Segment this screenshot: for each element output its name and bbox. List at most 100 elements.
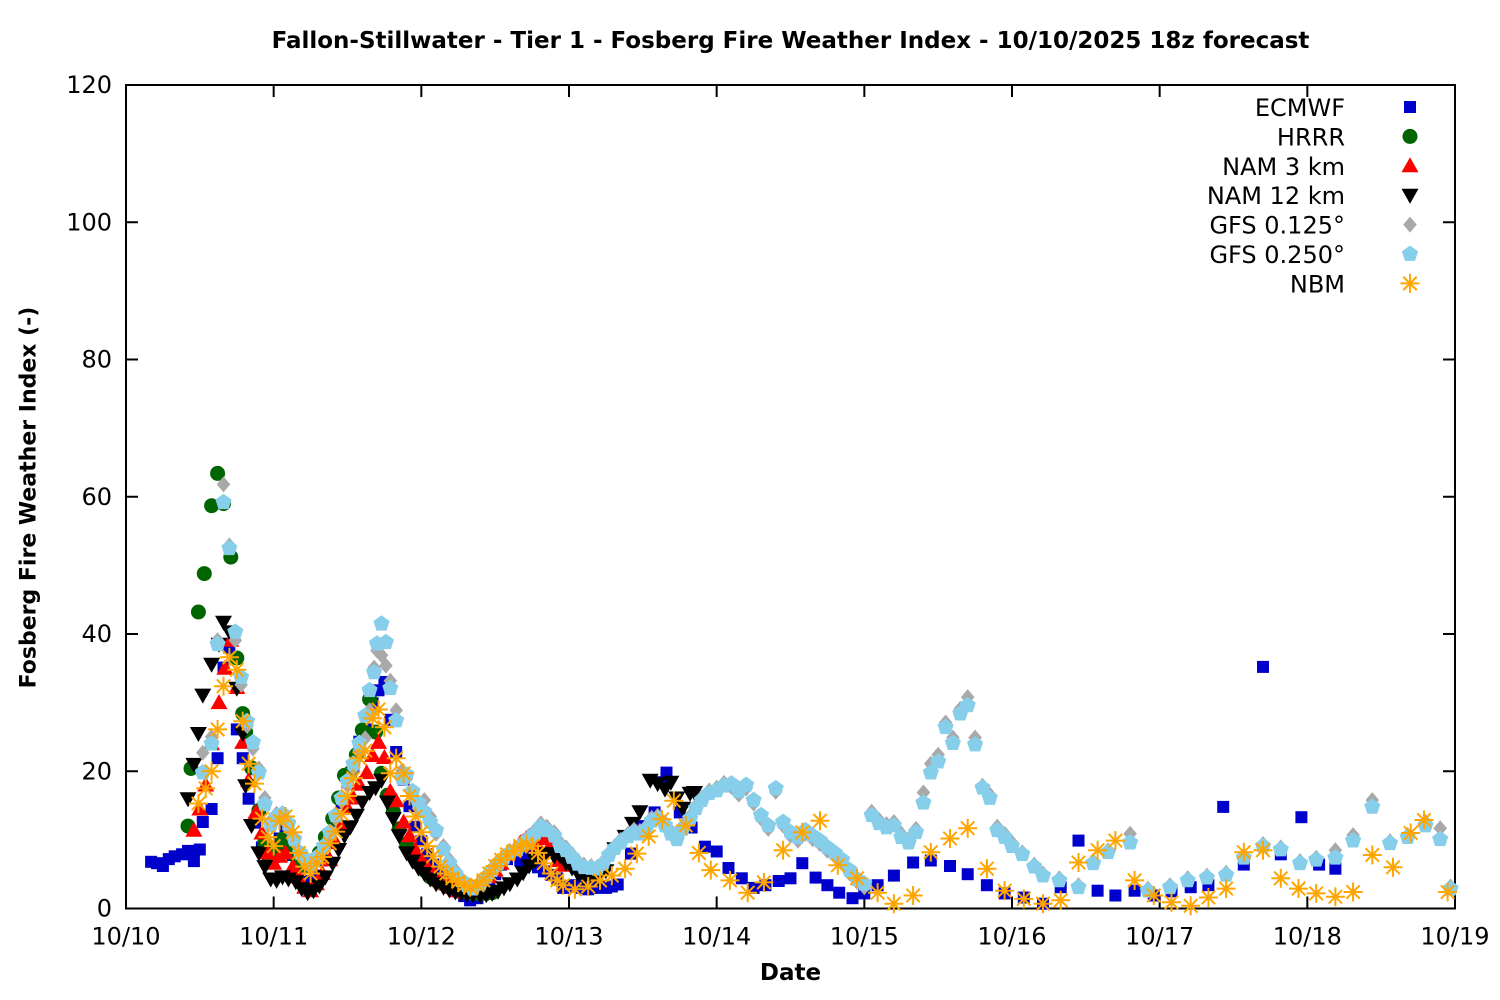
x-tick-label: 10/15 — [830, 923, 899, 951]
y-tick-label: 40 — [81, 620, 112, 648]
data-point — [378, 795, 396, 811]
data-point — [772, 875, 785, 887]
data-point — [903, 886, 923, 905]
x-tick-label: 10/19 — [1420, 923, 1489, 951]
tick-labels: 10/10 10/11 10/12 10/13 10/14 10/15 10/16 10/17… — [66, 71, 1489, 951]
data-point — [995, 881, 1015, 901]
data-point — [277, 844, 294, 860]
data-point — [185, 757, 203, 773]
data-point — [676, 816, 696, 835]
data-point — [944, 734, 961, 750]
data-point — [185, 821, 203, 837]
data-point — [324, 856, 342, 872]
data-point — [381, 782, 399, 798]
data-point — [379, 657, 393, 674]
data-point — [256, 795, 273, 812]
data-point — [373, 615, 390, 631]
data-point — [374, 717, 394, 737]
data-point — [387, 792, 405, 808]
data-point — [221, 539, 238, 556]
data-point — [1414, 810, 1434, 830]
data-point — [1257, 660, 1269, 673]
data-point — [310, 879, 328, 895]
data-point — [1253, 840, 1273, 860]
data-point — [1295, 811, 1308, 824]
data-point — [767, 779, 784, 796]
data-point — [250, 846, 268, 862]
data-point — [578, 877, 598, 896]
data-point — [1291, 854, 1309, 871]
legend-entry-gfs-0-250: GFS 0.250° — [1209, 241, 1419, 269]
data-point — [1123, 825, 1137, 842]
data-point — [1218, 866, 1235, 882]
data-point — [565, 879, 585, 899]
data-point — [209, 635, 226, 652]
data-point — [887, 869, 900, 882]
data-point — [1034, 867, 1052, 883]
data-point — [745, 791, 762, 807]
data-point — [907, 856, 920, 869]
gfs-0-250-marker-icon — [1401, 245, 1419, 261]
data-point — [1381, 834, 1399, 851]
data-point — [428, 821, 445, 838]
data-point — [400, 786, 419, 806]
data-point — [974, 779, 991, 795]
data-point — [611, 878, 624, 891]
data-point — [1091, 884, 1104, 897]
data-point — [1014, 845, 1031, 862]
series-gfs-0-250 — [194, 493, 1459, 898]
data-point — [662, 775, 680, 791]
data-point — [760, 817, 777, 833]
data-point — [792, 822, 812, 842]
data-point — [388, 712, 405, 728]
data-point — [204, 498, 220, 514]
data-point — [722, 862, 735, 874]
data-point — [1026, 858, 1043, 874]
data-point — [215, 615, 232, 631]
data-point — [738, 776, 755, 792]
x-tick-label: 10/13 — [534, 923, 603, 951]
data-point — [416, 803, 433, 819]
data-point — [959, 696, 976, 713]
x-tick-label: 10/10 — [91, 923, 160, 951]
data-point — [390, 829, 408, 845]
data-point — [355, 741, 375, 761]
data-point — [1432, 830, 1449, 847]
data-point — [720, 870, 740, 890]
data-point — [1345, 832, 1362, 848]
data-point — [1438, 882, 1458, 902]
data-point — [423, 846, 443, 866]
data-point — [1325, 887, 1345, 907]
data-point — [1271, 868, 1291, 888]
data-point — [497, 844, 517, 864]
data-point — [210, 465, 226, 481]
data-point — [958, 818, 978, 838]
data-point — [264, 836, 284, 856]
data-point — [239, 754, 259, 774]
data-point — [244, 733, 262, 750]
data-point — [377, 633, 394, 650]
data-point — [627, 844, 647, 864]
data-point — [353, 795, 371, 811]
data-point — [846, 892, 859, 905]
data-point — [196, 816, 209, 828]
data-point — [1122, 834, 1139, 850]
gfs-0-125-marker-icon — [1403, 216, 1417, 233]
data-point — [738, 883, 758, 903]
legend-label: GFS 0.125° — [1209, 212, 1345, 240]
data-point — [631, 805, 649, 821]
data-point — [1198, 869, 1215, 885]
legend-label: ECMWF — [1255, 94, 1345, 122]
data-point — [1128, 884, 1141, 897]
x-tick-label: 10/12 — [387, 923, 456, 951]
data-point — [394, 763, 414, 783]
legend-label: GFS 0.250° — [1209, 241, 1345, 269]
x-tick-label: 10/16 — [977, 923, 1046, 951]
legend-entry-gfs-0-125: GFS 0.125° — [1209, 212, 1417, 240]
data-point — [1234, 842, 1254, 862]
data-point — [196, 778, 216, 798]
data-point — [828, 855, 848, 875]
data-point — [1364, 798, 1381, 814]
data-point — [944, 860, 956, 872]
